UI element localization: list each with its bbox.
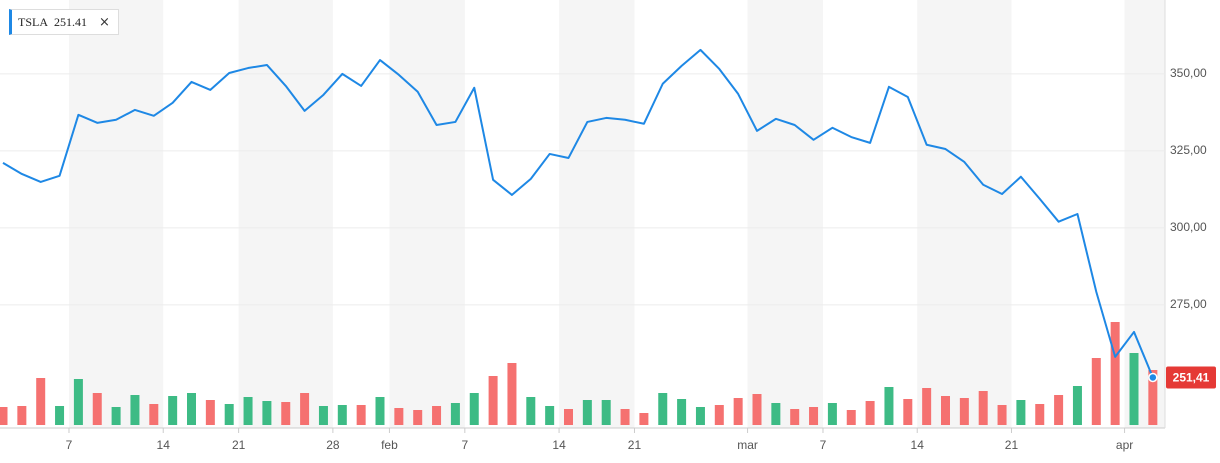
volume-bar bbox=[111, 407, 121, 425]
volume-bar bbox=[375, 397, 385, 425]
x-tick-label: apr bbox=[1116, 438, 1133, 452]
y-tick-label: 325,00 bbox=[1170, 143, 1207, 157]
volume-bar bbox=[733, 398, 743, 425]
volume-bar bbox=[413, 410, 423, 425]
price-tag-label: 251,41 bbox=[1173, 371, 1210, 385]
volume-bar bbox=[1072, 386, 1082, 425]
volume-bar bbox=[1110, 322, 1120, 425]
x-tick-label: 21 bbox=[1005, 438, 1019, 452]
x-tick-label: 14 bbox=[552, 438, 566, 452]
volume-bar bbox=[865, 401, 875, 425]
volume-bar bbox=[827, 403, 837, 425]
week-band bbox=[238, 0, 333, 428]
volume-bar bbox=[620, 409, 630, 425]
legend-symbol: TSLA bbox=[18, 14, 48, 29]
x-tick-label: 21 bbox=[628, 438, 642, 452]
volume-bar bbox=[1148, 370, 1158, 425]
volume-bar bbox=[582, 400, 592, 425]
volume-bar bbox=[394, 408, 404, 425]
volume-bar bbox=[545, 406, 555, 425]
volume-bar bbox=[507, 363, 517, 425]
volume-bar bbox=[658, 393, 668, 425]
y-tick-label: 275,00 bbox=[1170, 297, 1207, 311]
volume-bar bbox=[356, 405, 366, 425]
volume-bar bbox=[695, 407, 705, 425]
last-point bbox=[1148, 372, 1158, 383]
x-tick-label: 14 bbox=[157, 438, 171, 452]
x-tick-label: 21 bbox=[232, 438, 246, 452]
x-tick-label: 7 bbox=[461, 438, 468, 452]
volume-bar bbox=[149, 404, 159, 425]
volume-bar bbox=[450, 403, 460, 425]
legend-value: 251.41 bbox=[54, 14, 87, 29]
volume-bar bbox=[1091, 358, 1101, 425]
volume-bar bbox=[0, 407, 8, 425]
volume-bar bbox=[752, 394, 762, 425]
x-tick-label: mar bbox=[737, 438, 758, 452]
volume-bar bbox=[243, 397, 253, 425]
volume-bar bbox=[884, 387, 894, 425]
x-tick-label: 28 bbox=[326, 438, 340, 452]
volume-bar bbox=[677, 399, 687, 425]
volume-bar bbox=[771, 403, 781, 425]
volume-bar bbox=[922, 388, 932, 425]
volume-bar bbox=[809, 407, 819, 425]
volume-bar bbox=[36, 378, 46, 425]
close-button[interactable]: × bbox=[99, 14, 110, 30]
week-band bbox=[559, 0, 635, 428]
volume-bar bbox=[281, 402, 291, 425]
volume-bar bbox=[224, 404, 234, 425]
volume-bar bbox=[262, 401, 272, 425]
volume-bar bbox=[205, 400, 215, 425]
volume-bar bbox=[300, 393, 310, 425]
volume-bar bbox=[846, 410, 856, 425]
volume-bar bbox=[1054, 395, 1064, 425]
volume-bar bbox=[564, 409, 573, 425]
volume-bar bbox=[432, 406, 442, 425]
volume-bar bbox=[318, 406, 328, 425]
volume-bar bbox=[488, 376, 498, 425]
week-band bbox=[917, 0, 1012, 428]
volume-bar bbox=[337, 405, 347, 425]
y-tick-label: 350,00 bbox=[1170, 66, 1207, 80]
volume-bar bbox=[73, 379, 83, 425]
x-tick-label: 7 bbox=[66, 438, 73, 452]
volume-bar bbox=[790, 409, 800, 425]
price-line bbox=[2, 48, 1154, 378]
price-tag bbox=[1166, 366, 1216, 389]
volume-bar bbox=[1129, 353, 1139, 425]
volume-bar bbox=[959, 398, 969, 425]
volume-bar bbox=[187, 393, 196, 425]
volume-bar bbox=[92, 393, 102, 425]
week-band bbox=[389, 0, 465, 428]
volume-bar bbox=[714, 405, 724, 425]
volume-bar bbox=[941, 396, 950, 425]
volume-bar bbox=[130, 395, 140, 425]
week-band bbox=[747, 0, 823, 428]
volume-bar bbox=[601, 400, 611, 425]
volume-bar bbox=[168, 396, 178, 425]
volume-bar bbox=[1016, 400, 1026, 425]
y-tick-label: 300,00 bbox=[1170, 220, 1207, 234]
x-tick-label: 7 bbox=[820, 438, 827, 452]
legend-chip: TSLA 251.41 × bbox=[9, 9, 119, 35]
volume-bar bbox=[469, 393, 479, 425]
x-tick-label: 14 bbox=[911, 438, 925, 452]
x-tick-label: feb bbox=[381, 438, 398, 452]
volume-bar bbox=[978, 391, 988, 425]
volume-bar bbox=[17, 406, 27, 425]
volume-bar bbox=[1035, 404, 1045, 425]
week-band bbox=[68, 0, 164, 428]
volume-bar bbox=[526, 397, 536, 425]
volume-bar bbox=[55, 406, 65, 425]
volume-bar bbox=[639, 413, 649, 425]
volume-bar bbox=[997, 405, 1007, 425]
volume-bar bbox=[903, 399, 913, 425]
